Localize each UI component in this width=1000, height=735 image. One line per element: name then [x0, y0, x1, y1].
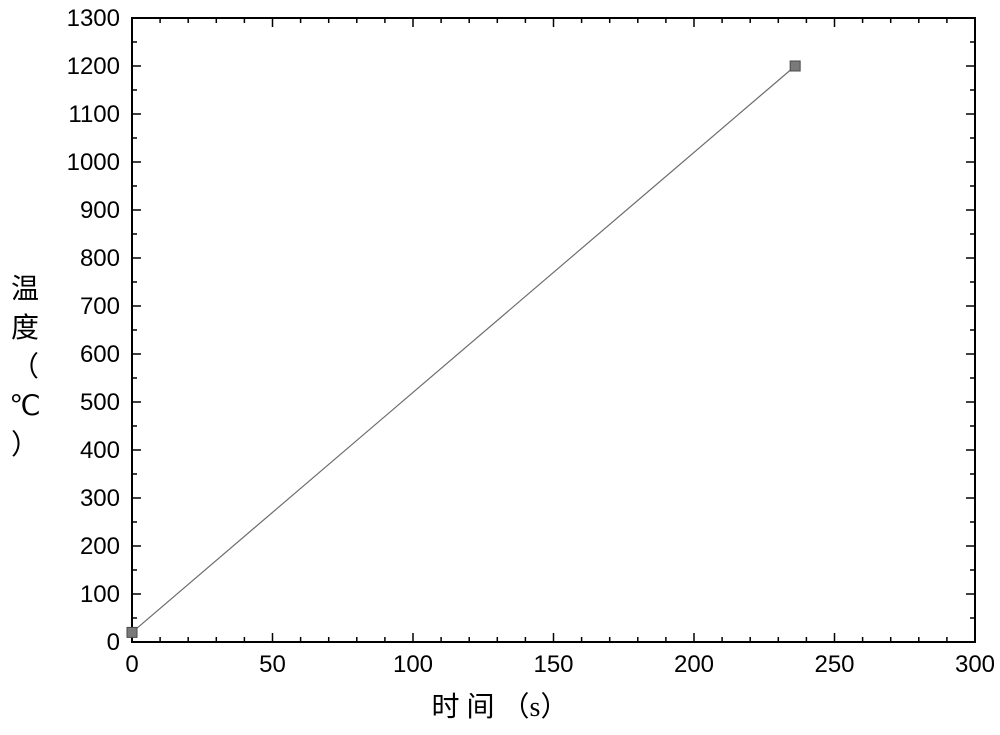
y-tick-label: 400: [80, 437, 120, 464]
marker-rect: [127, 627, 137, 637]
x-tick-label: 300: [955, 651, 995, 678]
x-tick-label: 100: [393, 651, 433, 678]
x-tick-label: 150: [533, 651, 573, 678]
y-tick-label: 0: [107, 629, 120, 656]
x-tick-label: 250: [814, 651, 854, 678]
y-tick-label: 600: [80, 341, 120, 368]
plot-group: 0 50 100 150 200 250 300 0 100 200 300 400 500 600 700…: [67, 5, 995, 678]
y-tick-label: 100: [80, 581, 120, 608]
x-tick-label: 0: [125, 651, 138, 678]
x-tick-label: 200: [674, 651, 714, 678]
data-marker: [127, 627, 137, 637]
y-tick-label: 1300: [67, 5, 120, 32]
chart-svg: 0 50 100 150 200 250 300 0 100 200 300 400 500 600 700…: [0, 0, 1000, 735]
y-tick-label: 700: [80, 293, 120, 320]
y-tick-label: 1200: [67, 53, 120, 80]
data-marker: [790, 61, 800, 71]
y-tick-label: 500: [80, 389, 120, 416]
y-tick-label: 1000: [67, 149, 120, 176]
marker-rect: [790, 61, 800, 71]
y-tick-label: 800: [80, 245, 120, 272]
y-tick-label: 1100: [68, 101, 120, 128]
y-tick-label: 900: [80, 197, 120, 224]
temperature-time-chart: 温 度 （ ℃ ） 时 间 （s） 0501001502002503000100…: [0, 0, 1000, 735]
x-tick-label: 50: [259, 651, 286, 678]
y-tick-label: 200: [80, 533, 120, 560]
plot-frame: [132, 18, 975, 642]
y-tick-label: 300: [80, 485, 120, 512]
